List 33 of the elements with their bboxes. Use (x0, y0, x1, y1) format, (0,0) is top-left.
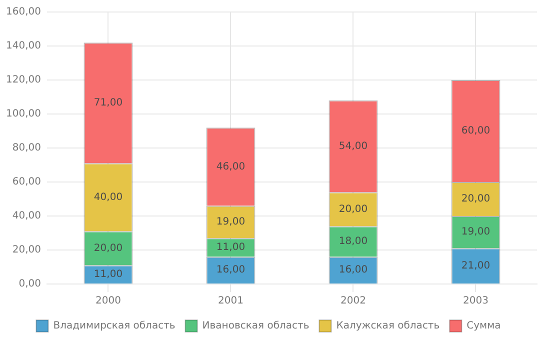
y-tick-label: 100,00 (6, 108, 41, 120)
data-label: 18,00 (338, 236, 368, 248)
data-label: 40,00 (94, 192, 123, 203)
data-label: 20,00 (338, 204, 368, 215)
data-label: 16,00 (216, 264, 246, 276)
data-label: 20,00 (94, 242, 123, 254)
legend-label: Калужская область (336, 320, 440, 332)
data-label: 71,00 (94, 98, 123, 109)
data-label: 54,00 (338, 140, 368, 152)
data-label: 16,00 (338, 264, 368, 276)
legend-label: Владимирская область (53, 320, 176, 332)
legend-label: Ивановская область (202, 320, 310, 332)
data-label: 60,00 (461, 126, 490, 137)
y-tick-label: 160,00 (6, 6, 41, 18)
x-tick-label: 2000 (96, 296, 121, 307)
y-tick-label: 120,00 (6, 74, 41, 86)
y-tick-label: 0,00 (18, 278, 41, 290)
y-tick-label: 40,00 (12, 210, 41, 222)
data-label: 21,00 (461, 260, 490, 272)
data-label: 20,00 (461, 194, 490, 205)
legend-label: Сумма (466, 320, 501, 332)
y-tick-label: 60,00 (12, 176, 41, 188)
data-label: 11,00 (94, 268, 123, 280)
y-tick-label: 140,00 (6, 40, 41, 52)
data-label: 19,00 (461, 226, 490, 238)
x-tick-label: 2002 (340, 296, 366, 307)
data-label: 19,00 (216, 216, 246, 228)
x-tick-label: 2003 (463, 296, 488, 307)
data-label: 11,00 (216, 242, 246, 254)
data-label: 46,00 (216, 161, 246, 172)
y-tick-label: 20,00 (12, 244, 41, 256)
y-tick-label: 80,00 (12, 142, 41, 154)
x-tick-label: 2001 (218, 296, 244, 307)
